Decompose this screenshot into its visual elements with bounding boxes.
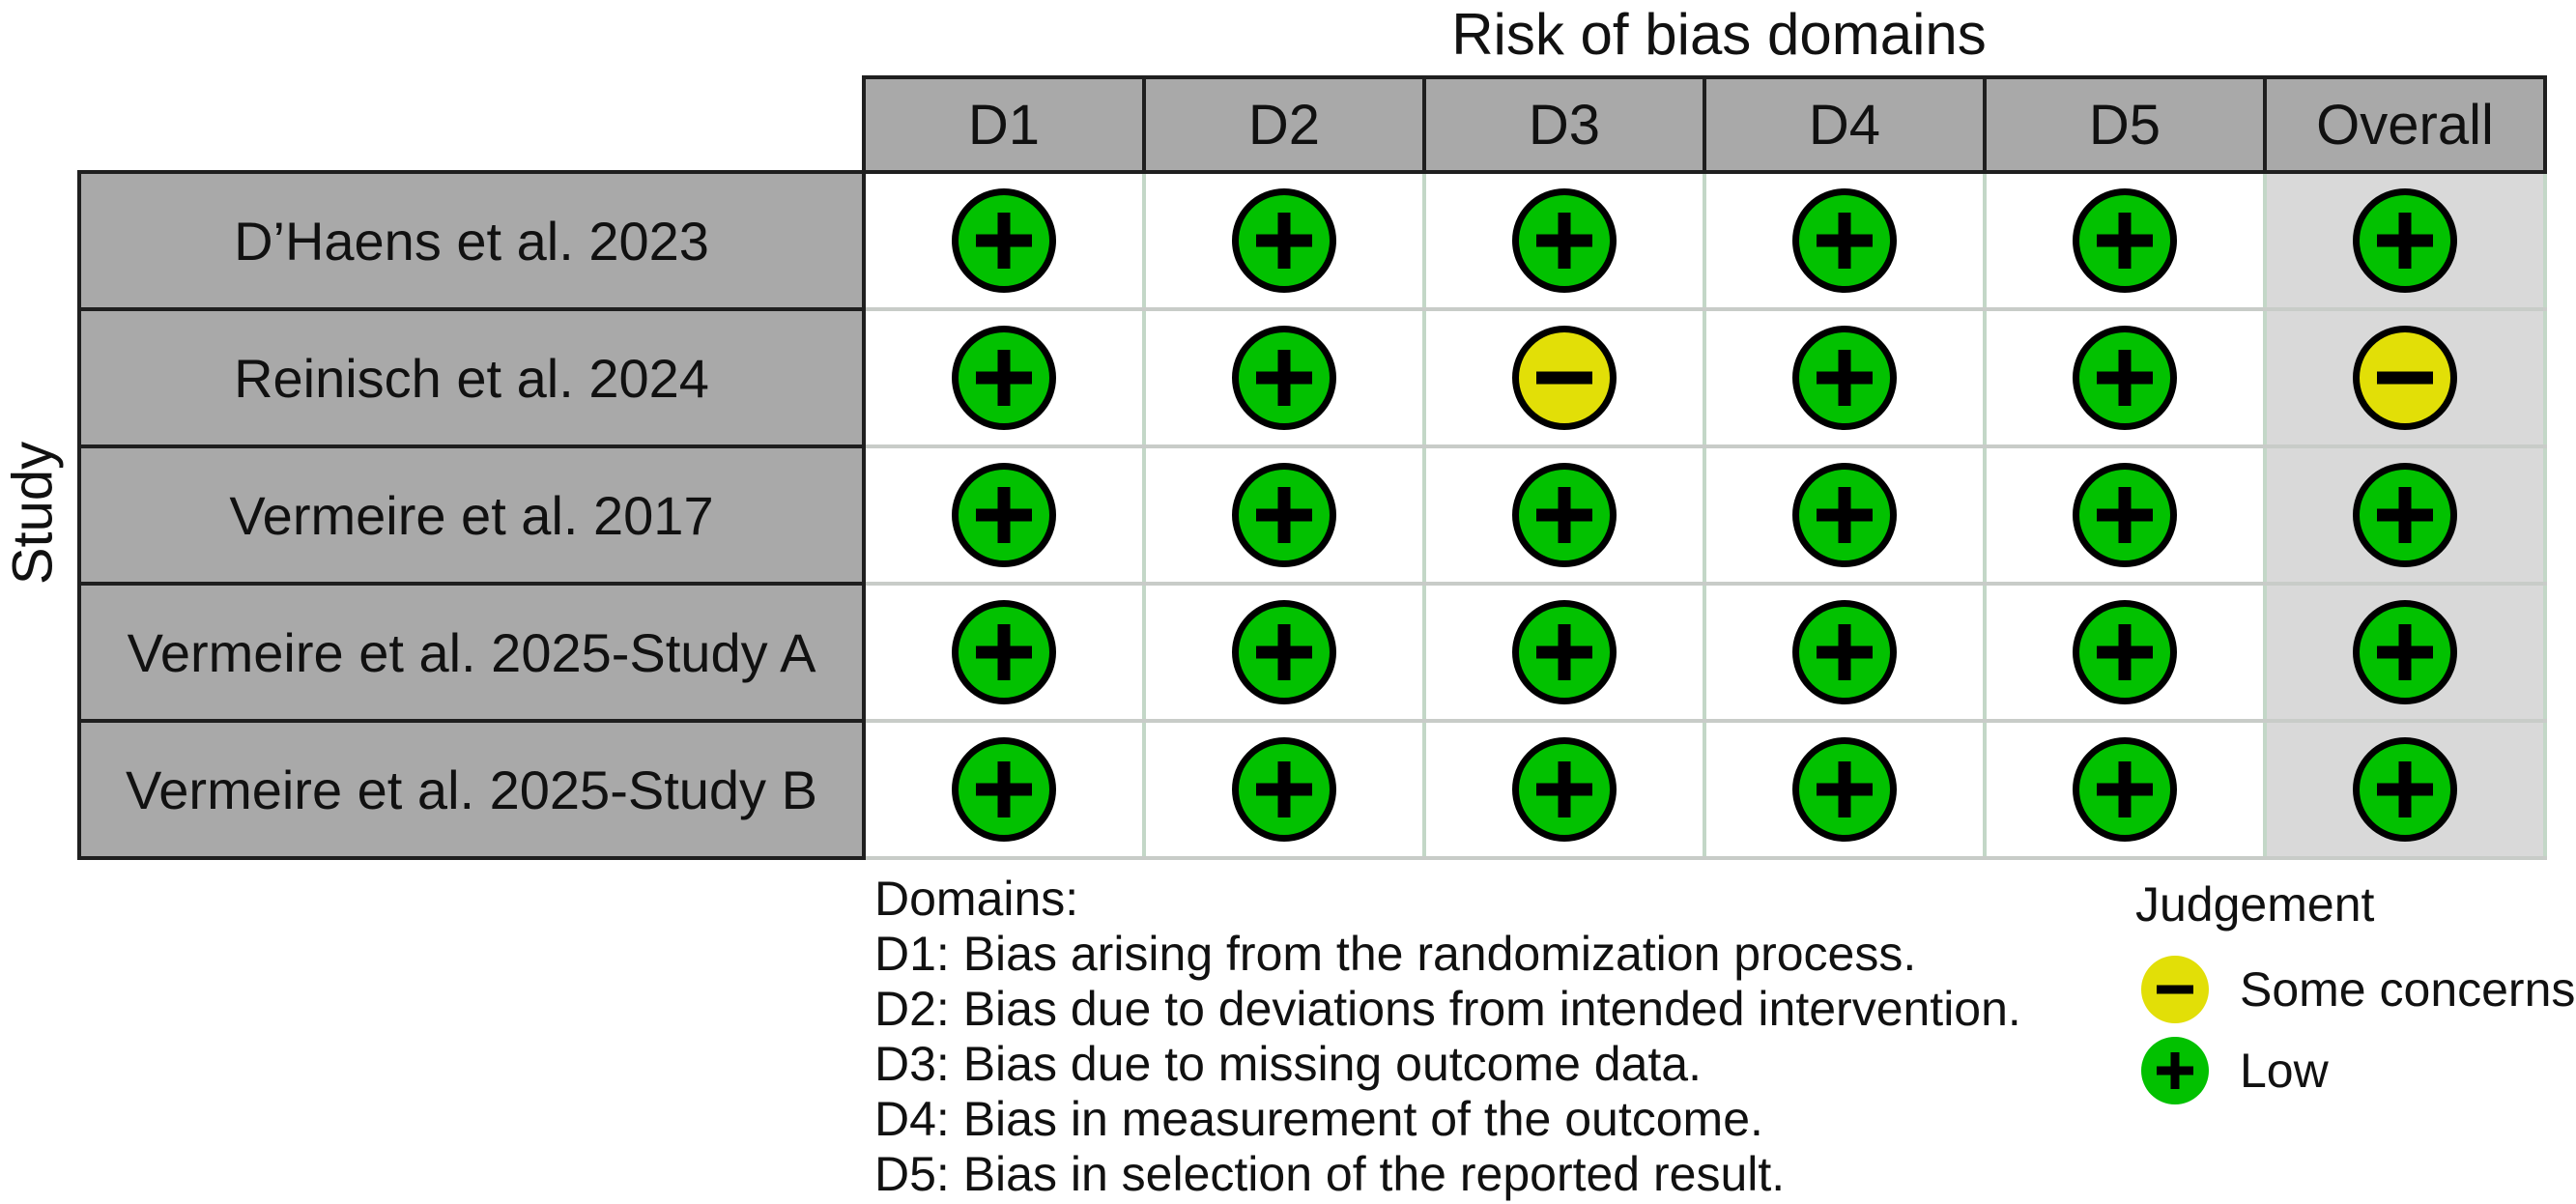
- plus-circle-icon: [1792, 326, 1897, 430]
- judgement-cell: [1422, 170, 1706, 311]
- plus-circle-icon: [1792, 463, 1897, 567]
- judgement-cell: [1422, 444, 1706, 586]
- minus-circle-icon: [2353, 326, 2457, 430]
- study-row-header: Vermeire et al. 2025-Study B: [77, 719, 866, 860]
- caption-line: D2: Bias due to deviations from intended…: [874, 982, 2021, 1036]
- study-axis-label: Study: [1, 441, 65, 586]
- plus-circle-icon: [2353, 463, 2457, 567]
- table-row: D’Haens et al. 2023: [77, 170, 2547, 311]
- caption-line: D3: Bias due to missing outcome data.: [874, 1037, 1703, 1091]
- corner-cell: [79, 77, 864, 172]
- judgement-cell: [1142, 582, 1426, 723]
- judgement-cell: [2263, 170, 2547, 311]
- caption-line: D4: Bias in measurement of the outcome.: [874, 1092, 1763, 1146]
- column-header: D3: [1422, 75, 1706, 174]
- judgement-cell: [2263, 444, 2547, 586]
- plus-circle-icon: [2353, 737, 2457, 842]
- plus-circle-icon: [1792, 188, 1897, 293]
- judgement-cell: [1422, 719, 1706, 860]
- plus-circle-icon: [2141, 1037, 2209, 1104]
- judgement-cell: [1703, 444, 1987, 586]
- plus-circle-icon: [1792, 600, 1897, 704]
- plus-circle-icon: [1232, 737, 1336, 842]
- figure-title: Risk of bias domains: [1451, 2, 1987, 67]
- judgement-cell: [1142, 719, 1426, 860]
- plus-circle-icon: [1232, 463, 1336, 567]
- plus-circle-icon: [2073, 326, 2177, 430]
- rob-table: D1 D2 D3 D4 D5 Overall D’Haens et al. 2023 Rei…: [77, 75, 2547, 860]
- plus-circle-icon: [1792, 737, 1897, 842]
- plus-circle-icon: [2353, 600, 2457, 704]
- study-row-header: Vermeire et al. 2025-Study A: [77, 582, 866, 723]
- column-header: D4: [1703, 75, 1987, 174]
- domains-caption: Domains: D1: Bias arising from the random…: [874, 872, 2021, 1202]
- caption-line: Domains:: [874, 872, 1079, 926]
- judgement-cell: [1983, 444, 2267, 586]
- judgement-cell: [1142, 307, 1426, 448]
- plus-circle-icon: [1232, 326, 1336, 430]
- study-row-header: Vermeire et al. 2017: [77, 444, 866, 586]
- judgement-cell: [2263, 582, 2547, 723]
- study-row-header: D’Haens et al. 2023: [77, 170, 866, 311]
- plus-circle-icon: [952, 188, 1056, 293]
- judgement-cell: [862, 307, 1146, 448]
- legend-item-label: Low: [2240, 1044, 2329, 1098]
- plus-circle-icon: [952, 463, 1056, 567]
- plus-circle-icon: [1512, 737, 1617, 842]
- plus-circle-icon: [952, 326, 1056, 430]
- study-row-header: Reinisch et al. 2024: [77, 307, 866, 448]
- judgement-cell: [862, 582, 1146, 723]
- table-header-row: D1 D2 D3 D4 D5 Overall: [79, 75, 2547, 174]
- table-row: Vermeire et al. 2025-Study A: [77, 582, 2547, 723]
- plus-circle-icon: [2073, 737, 2177, 842]
- plus-circle-icon: [1232, 188, 1336, 293]
- judgement-cell: [1142, 444, 1426, 586]
- table-row: Reinisch et al. 2024: [77, 307, 2547, 448]
- column-header: D5: [1983, 75, 2267, 174]
- legend-title: Judgement: [2135, 877, 2375, 932]
- judgement-cell: [1983, 307, 2267, 448]
- judgement-cell: [1703, 582, 1987, 723]
- judgement-cell: [1983, 582, 2267, 723]
- judgement-cell: [1703, 307, 1987, 448]
- minus-circle-icon: [2141, 956, 2209, 1023]
- caption-line: D5: Bias in selection of the reported re…: [874, 1147, 1786, 1201]
- caption-line: D1: Bias arising from the randomization …: [874, 927, 1917, 981]
- column-header: D2: [1142, 75, 1426, 174]
- judgement-cell: [1703, 719, 1987, 860]
- plus-circle-icon: [952, 600, 1056, 704]
- legend-item-label: Some concerns: [2240, 962, 2576, 1017]
- legend-item: Low: [2141, 1037, 2575, 1104]
- judgement-legend: Judgement Some concerns Low: [2135, 877, 2575, 1104]
- judgement-cell: [2263, 719, 2547, 860]
- legend-item: Some concerns: [2141, 956, 2575, 1023]
- plus-circle-icon: [1232, 600, 1336, 704]
- plus-circle-icon: [952, 737, 1056, 842]
- judgement-cell: [1983, 170, 2267, 311]
- judgement-cell: [1422, 582, 1706, 723]
- plus-circle-icon: [1512, 188, 1617, 293]
- column-header: Overall: [2263, 75, 2547, 174]
- judgement-cell: [1142, 170, 1426, 311]
- plus-circle-icon: [1512, 600, 1617, 704]
- table-row: Vermeire et al. 2025-Study B: [77, 719, 2547, 860]
- plus-circle-icon: [2353, 188, 2457, 293]
- minus-circle-icon: [1512, 326, 1617, 430]
- judgement-cell: [1983, 719, 2267, 860]
- plus-circle-icon: [2073, 463, 2177, 567]
- judgement-cell: [1422, 307, 1706, 448]
- judgement-cell: [1703, 170, 1987, 311]
- judgement-cell: [862, 170, 1146, 311]
- plus-circle-icon: [2073, 188, 2177, 293]
- column-header: D1: [862, 75, 1146, 174]
- judgement-cell: [2263, 307, 2547, 448]
- table-row: Vermeire et al. 2017: [77, 444, 2547, 586]
- judgement-cell: [862, 719, 1146, 860]
- plus-circle-icon: [2073, 600, 2177, 704]
- plus-circle-icon: [1512, 463, 1617, 567]
- judgement-cell: [862, 444, 1146, 586]
